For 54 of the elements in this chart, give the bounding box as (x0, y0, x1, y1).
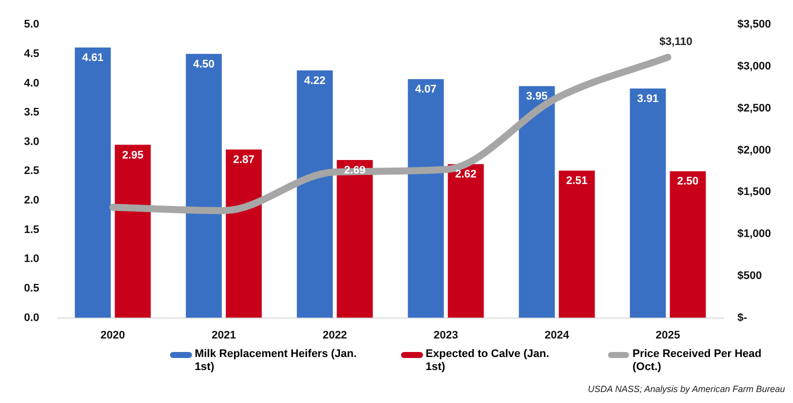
data-label: 2.50 (677, 176, 699, 188)
x-tick-label: 2023 (434, 329, 458, 342)
data-label: 4.50 (193, 58, 215, 70)
y-tick-label: 3.0 (24, 136, 40, 148)
y-tick-label: 1.0 (24, 253, 40, 266)
y-tick-label: 4.0 (24, 77, 40, 90)
data-label: 4.61 (82, 52, 104, 64)
y2-tick-label: $1,500 (737, 186, 772, 198)
x-tick-label: 2022 (322, 329, 348, 342)
data-label: 2.69 (344, 164, 366, 177)
bar (630, 88, 666, 318)
y-tick-label: 5.0 (24, 18, 40, 31)
bar (448, 164, 484, 318)
bar (518, 86, 555, 318)
data-label: 3.95 (526, 90, 548, 103)
data-label: 2.62 (455, 168, 477, 181)
x-tick-label: 2020 (100, 329, 126, 342)
data-label: 2.51 (566, 175, 588, 188)
bar (558, 170, 595, 318)
y2-tick-label: $2,000 (737, 144, 772, 156)
y2-tick-label: $3,500 (737, 18, 772, 31)
x-tick-label: 2021 (212, 329, 236, 342)
data-label: 4.22 (304, 74, 326, 87)
text: USDA NASS; Analysis by American Farm Bureau (588, 384, 785, 394)
data-label: 3.91 (637, 93, 659, 106)
y-tick-label: 0.5 (24, 282, 40, 295)
y-tick-label: 3.5 (24, 106, 40, 119)
y-tick-label: 0.0 (24, 312, 40, 324)
bar (114, 144, 151, 318)
y-tick-label: 2.0 (24, 194, 40, 207)
legend-label: Milk Replacement Heifers (Jan. 1st) (194, 348, 358, 374)
bar (74, 47, 111, 318)
y2-tick-label: $1,000 (737, 228, 772, 240)
data-label: $3,110 (659, 36, 692, 48)
y2-tick-label: $3,000 (737, 60, 772, 73)
y2-tick-label: $- (737, 312, 748, 324)
bar (670, 171, 706, 318)
data-label: 4.07 (415, 84, 437, 96)
y-tick-label: 2.5 (24, 165, 40, 178)
x-tick-label: 2024 (544, 329, 570, 342)
x-tick-label: 2025 (656, 329, 680, 342)
bar (336, 160, 373, 318)
bar (408, 79, 444, 318)
y2-tick-label: $2,500 (737, 102, 772, 114)
data-label: 2.95 (122, 149, 144, 162)
y-tick-label: 4.5 (24, 48, 40, 60)
legend-label: Price Received Per Head (Oct.) (632, 348, 763, 374)
y-tick-label: 1.5 (24, 224, 40, 236)
legend-label: Expected to Calve (Jan. 1st) (426, 348, 550, 374)
bar (226, 150, 262, 318)
bar (296, 70, 333, 318)
bar (186, 54, 222, 318)
data-label: 2.87 (233, 154, 254, 166)
y2-tick-label: $500 (737, 270, 762, 282)
